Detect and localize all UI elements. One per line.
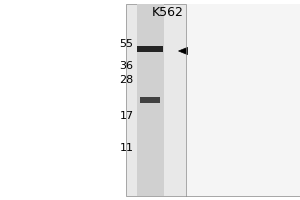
Text: K562: K562 xyxy=(152,5,184,19)
Text: 36: 36 xyxy=(119,61,134,71)
Bar xyxy=(140,97,160,103)
Text: 11: 11 xyxy=(119,143,134,153)
Text: 28: 28 xyxy=(119,75,134,85)
Text: 55: 55 xyxy=(119,39,134,49)
Text: 17: 17 xyxy=(119,111,134,121)
Bar xyxy=(186,4,300,196)
Polygon shape xyxy=(178,47,188,55)
Bar xyxy=(126,4,300,196)
Bar xyxy=(136,4,164,196)
Bar xyxy=(137,46,163,51)
